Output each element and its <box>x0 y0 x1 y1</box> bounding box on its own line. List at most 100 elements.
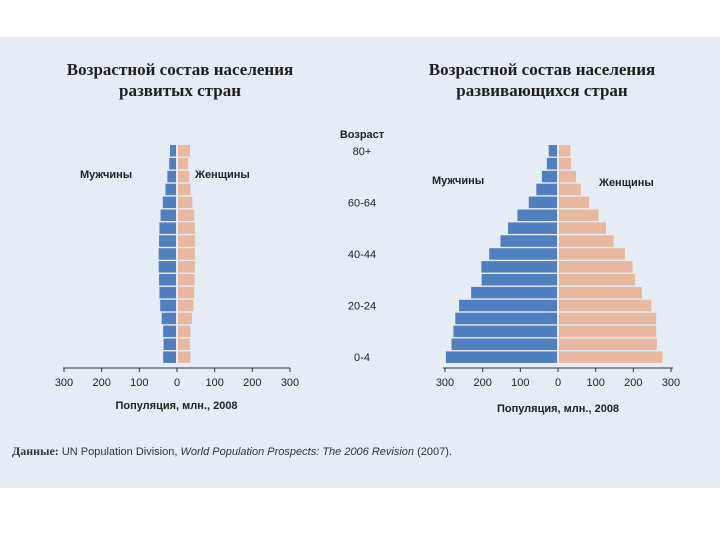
developing-x-tick-label-1: 200 <box>473 377 491 389</box>
developed-female-bar-70-74 <box>178 170 190 183</box>
chart-title-developing-line2: развивающихся стран <box>456 81 628 100</box>
developed-male-label: Мужчины <box>80 169 132 181</box>
developed-female-bar-25-29 <box>178 286 195 299</box>
developed-male-bar-30-34 <box>159 274 176 286</box>
developing-male-bar-70-74 <box>541 170 557 183</box>
developed-female-bar-10-14 <box>178 325 191 338</box>
age-tick-label-20-24: 20-24 <box>348 301 376 313</box>
developing-x-tick-label-3: 0 <box>555 377 561 389</box>
developed-female-bar-5-9 <box>178 338 191 350</box>
developing-male-bar-45-49 <box>500 235 557 247</box>
chart-title-developing-line1: Возрастной состав населения <box>428 60 656 79</box>
age-tick-label-60-64: 60-64 <box>348 197 376 209</box>
developing-male-bar-75-79 <box>546 157 557 170</box>
developing-female-bar-55-59 <box>559 209 599 221</box>
developing-female-bar-25-29 <box>559 286 642 299</box>
age-tick-label-80+: 80+ <box>353 146 372 158</box>
developed-male-bar-35-39 <box>158 261 176 273</box>
developing-female-bar-60-64 <box>559 196 590 209</box>
developing-x-tick-label-0: 300 <box>436 377 454 389</box>
developing-female-bar-65-69 <box>559 183 581 196</box>
developed-male-bar-0-4 <box>163 351 176 363</box>
developed-female-bar-50-54 <box>178 222 195 234</box>
developing-male-bar-80+ <box>548 145 557 157</box>
developing-female-bar-35-39 <box>559 261 633 273</box>
developed-x-tick-label-1: 200 <box>92 377 110 389</box>
developed-male-bar-50-54 <box>159 222 176 234</box>
developing-male-bar-10-14 <box>453 325 557 338</box>
developed-male-bar-75-79 <box>169 157 176 170</box>
developed-male-bar-45-49 <box>159 235 176 247</box>
developing-female-bar-75-79 <box>559 157 572 170</box>
developed-x-tick-label-0: 300 <box>55 377 73 389</box>
developing-male-bar-0-4 <box>445 351 557 363</box>
developing-male-bar-65-69 <box>536 183 557 196</box>
developing-female-bar-50-54 <box>559 222 607 234</box>
chart-title-developed-line2: развитых стран <box>119 81 241 100</box>
developing-male-bar-5-9 <box>451 338 557 350</box>
developing-male-bar-40-44 <box>489 248 557 260</box>
developed-x-tick-label-6: 300 <box>281 377 299 389</box>
developing-female-bar-40-44 <box>559 248 625 260</box>
age-axis-title: Возраст <box>340 129 385 141</box>
developed-male-bar-80+ <box>169 145 176 157</box>
chart-title-developed-line1: Возрастной состав населения <box>66 60 294 79</box>
developing-x-tick-label-4: 100 <box>586 377 604 389</box>
developed-x-tick-label-2: 100 <box>130 377 148 389</box>
developed-male-bar-65-69 <box>165 183 176 196</box>
developed-x-axis-title: Популяция, млн., 2008 <box>115 400 237 412</box>
developed-female-bar-30-34 <box>178 274 195 286</box>
developing-male-bar-55-59 <box>517 209 557 221</box>
developed-male-bar-10-14 <box>163 325 176 338</box>
developing-male-bar-15-19 <box>455 312 557 325</box>
developing-male-bar-20-24 <box>459 299 557 312</box>
developing-x-tick-label-6: 300 <box>662 377 680 389</box>
developed-female-label: Женщины <box>194 169 250 181</box>
developing-female-bar-10-14 <box>559 325 657 338</box>
developed-female-bar-35-39 <box>178 261 195 273</box>
developing-male-bar-35-39 <box>481 261 557 273</box>
developed-male-bar-60-64 <box>162 196 176 209</box>
developing-female-bar-0-4 <box>559 351 663 363</box>
developed-female-bar-45-49 <box>178 235 195 247</box>
developing-male-bar-30-34 <box>481 274 557 286</box>
developing-male-bar-25-29 <box>471 286 557 299</box>
developed-x-tick-label-4: 100 <box>205 377 223 389</box>
developed-x-tick-label-3: 0 <box>174 377 180 389</box>
developed-male-bar-25-29 <box>159 286 176 299</box>
developing-x-tick-label-5: 200 <box>624 377 642 389</box>
developed-female-bar-20-24 <box>178 299 194 312</box>
developing-female-bar-45-49 <box>559 235 614 247</box>
developing-x-tick-label-2: 100 <box>511 377 529 389</box>
developing-female-bar-20-24 <box>559 299 652 312</box>
developing-female-bar-80+ <box>559 145 571 157</box>
chart-title-developing: Возрастной состав населения развивающихс… <box>392 59 692 101</box>
developed-male-bar-5-9 <box>163 338 176 350</box>
developed-male-bar-70-74 <box>167 170 176 183</box>
chart-title-developed: Возрастной состав населения развитых стр… <box>30 59 330 101</box>
age-tick-label-0-4: 0-4 <box>354 352 370 364</box>
developed-x-tick-label-5: 200 <box>243 377 261 389</box>
developed-female-bar-80+ <box>178 145 191 157</box>
developing-male-label: Мужчины <box>432 175 484 187</box>
developing-male-bar-50-54 <box>508 222 557 234</box>
developing-male-bar-60-64 <box>528 196 557 209</box>
source-note: Данные: UN Population Division, World Po… <box>12 444 452 459</box>
developed-female-bar-40-44 <box>178 248 195 260</box>
developed-female-bar-60-64 <box>178 196 193 209</box>
developing-female-label: Женщины <box>598 177 654 189</box>
developed-male-bar-40-44 <box>158 248 176 260</box>
developed-female-bar-75-79 <box>178 157 189 170</box>
developing-female-bar-70-74 <box>559 170 576 183</box>
developing-female-bar-15-19 <box>559 312 657 325</box>
developed-male-bar-20-24 <box>160 299 176 312</box>
developed-female-bar-55-59 <box>178 209 195 221</box>
developing-female-bar-30-34 <box>559 274 636 286</box>
source-title: World Population Prospects: The 2006 Rev… <box>180 446 415 458</box>
developed-male-bar-55-59 <box>160 209 176 221</box>
developing-female-bar-5-9 <box>559 338 657 350</box>
developing-x-axis-title: Популяция, млн., 2008 <box>497 403 619 415</box>
developed-male-bar-15-19 <box>161 312 176 325</box>
source-text: UN Population Division, <box>61 446 181 458</box>
